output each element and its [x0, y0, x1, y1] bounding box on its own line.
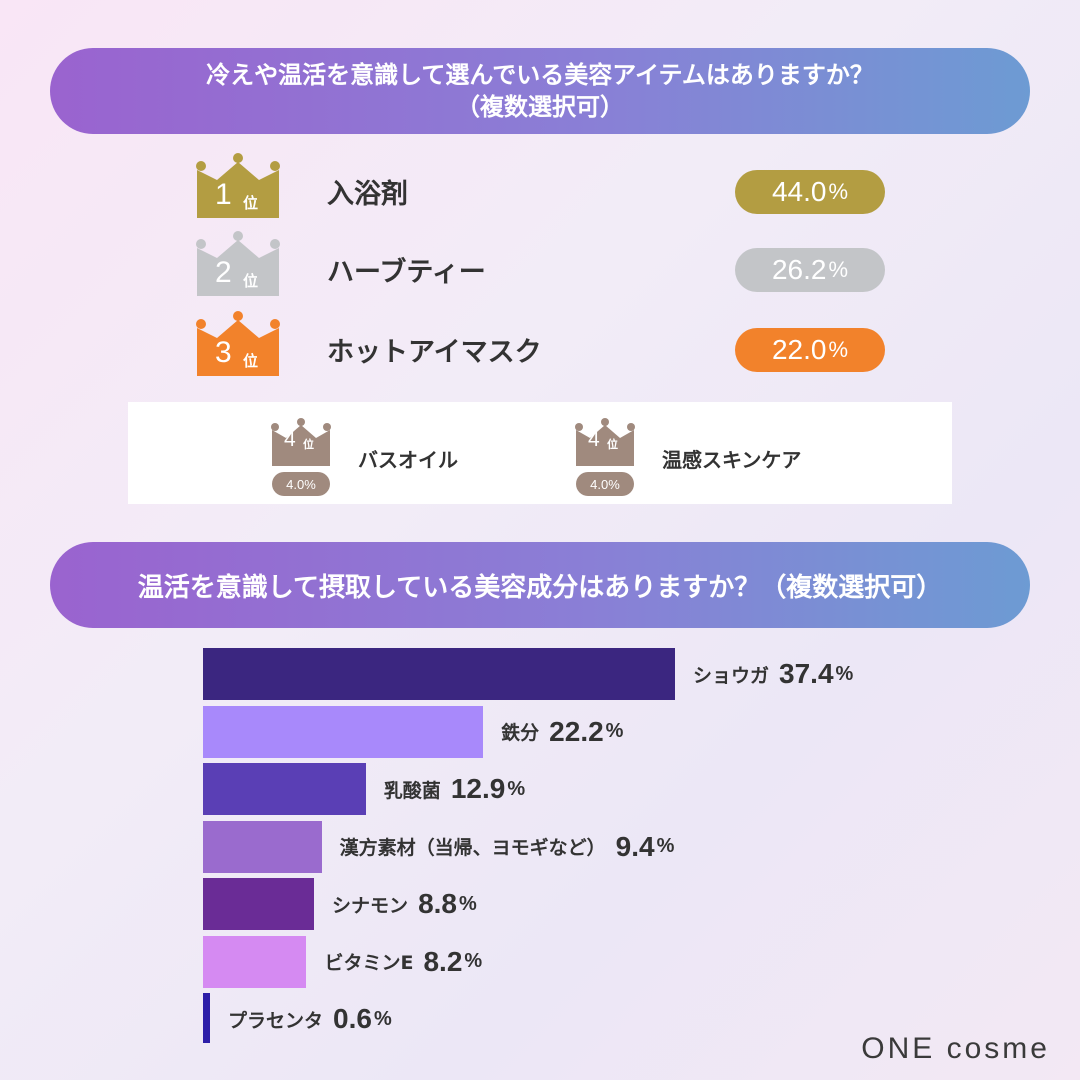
bar-unit: % [464, 950, 483, 972]
bar-value: 37.4 [779, 658, 834, 689]
rank-label: ホットアイマスク [327, 337, 542, 368]
question-1-banner: 冷えや温活を意識して選んでいる美容アイテムはありますか？ （複数選択可） [50, 48, 1030, 134]
bar-category: ビタミンE [324, 952, 414, 974]
fourth-place-box: 4 位 4.0% バスオイル 4 位 4.0% 温感スキンケア [128, 402, 952, 504]
brand-logo: ONE cosme [861, 1032, 1050, 1065]
rank-suffix: 位 [243, 194, 259, 212]
rank-unit: % [828, 257, 849, 282]
bar [203, 878, 315, 930]
rank-label: 温感スキンケア [662, 448, 802, 472]
bar [203, 705, 484, 758]
question-2-title: 温活を意識して摂取している美容成分はありますか？（複数選択可） [137, 572, 943, 603]
rank-value: 4.0% [272, 472, 330, 496]
rank-row-3: 3 位 ホットアイマスク 22.0% [195, 310, 895, 376]
rank-number: 2 [215, 256, 232, 289]
bar-label: シナモン 8.8% [332, 878, 477, 930]
rank-suffix: 位 [243, 272, 259, 290]
bar-label: ショウガ 37.4% [693, 648, 853, 700]
bar [203, 935, 307, 988]
bar-category: 漢方素材（当帰、ヨモギなど） [339, 837, 606, 859]
bar [203, 993, 210, 1043]
bar-unit: % [835, 662, 854, 685]
bar-category: 鉄分 [501, 722, 540, 744]
bar-category: シナモン [332, 894, 409, 917]
crown-icon: 1 位 [195, 152, 281, 218]
bar-category: プラセンタ [228, 1009, 324, 1032]
rank-label: ハーブティー [327, 257, 486, 288]
rank-number: 4 [588, 428, 600, 451]
bar-label: プラセンタ 0.6% [228, 993, 392, 1045]
rank-value: 44.0 [771, 176, 827, 207]
rank-value: 4.0% [576, 472, 634, 496]
bar-value: 8.2 [423, 945, 463, 977]
rank-value-pill: 22.0% [735, 328, 885, 372]
crown-icon [575, 418, 635, 466]
bar [203, 648, 675, 700]
rank-number: 4 [284, 428, 296, 451]
question-1-title: 冷えや温活を意識して選んでいる美容アイテムはありますか？ [206, 61, 874, 89]
bar [203, 820, 322, 873]
rank-row-2: 2 位 ハーブティー 26.2% [195, 230, 895, 296]
bar-unit: % [507, 777, 526, 800]
question-2-banner: 温活を意識して摂取している美容成分はありますか？（複数選択可） [50, 542, 1030, 628]
bar-value: 8.8 [418, 888, 457, 919]
bar-category: ショウガ [693, 664, 770, 687]
bar-label: 漢方素材（当帰、ヨモギなど） 9.4% [340, 821, 675, 873]
rank-unit: % [828, 337, 849, 362]
bar [203, 763, 366, 815]
bar-unit: % [605, 720, 624, 742]
bar-unit: % [656, 835, 675, 857]
rank-suffix: 位 [607, 438, 618, 451]
crown-icon: 2 位 [195, 230, 281, 296]
rank-label: 入浴剤 [327, 179, 408, 210]
rank-number: 3 [215, 336, 232, 369]
bar-value: 9.4 [615, 830, 655, 862]
rank-row-1: 1 位 入浴剤 44.0% [195, 152, 895, 218]
bar-value: 0.6 [333, 1003, 372, 1034]
bar-label: 鉄分 22.2% [501, 706, 623, 758]
rank-value-pill: 44.0% [735, 170, 885, 214]
bar-label: ビタミンE 8.2% [324, 936, 482, 988]
bar-label: 乳酸菌 12.9% [384, 763, 525, 815]
question-1-note: （複数選択可） [456, 93, 624, 121]
rank-value: 26.2 [771, 254, 827, 285]
rank-suffix: 位 [243, 352, 259, 370]
rank-number: 1 [215, 178, 232, 211]
bar-category: 乳酸菌 [383, 779, 441, 802]
rank-value-pill: 26.2% [735, 248, 885, 292]
bar-value: 12.9 [450, 773, 506, 804]
crown-icon [271, 418, 331, 466]
bar-unit: % [373, 1007, 392, 1030]
rank-unit: % [828, 179, 849, 204]
rank-value: 22.0 [771, 334, 827, 365]
rank-suffix: 位 [303, 438, 314, 451]
bar-unit: % [459, 892, 477, 915]
bar-value: 22.2 [549, 715, 604, 747]
crown-icon: 3 位 [195, 310, 281, 376]
rank-label: バスオイル [358, 448, 458, 472]
